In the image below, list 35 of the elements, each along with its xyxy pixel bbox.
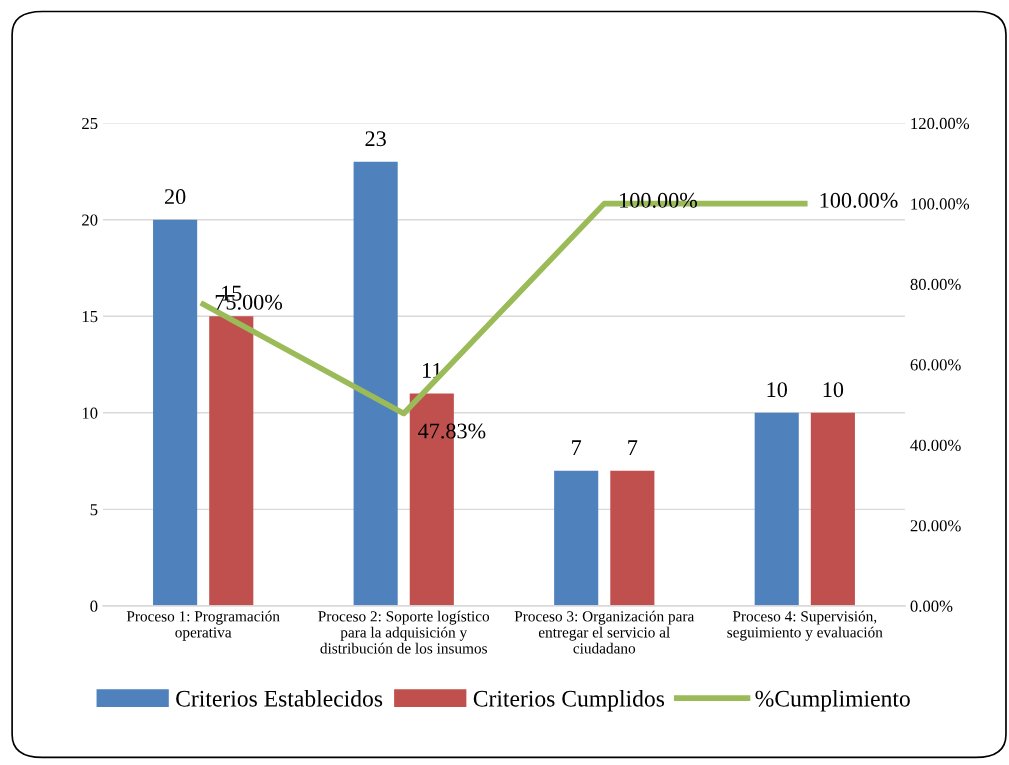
data-label: 20: [164, 189, 186, 205]
legend-label: Criterios Cumplidos: [473, 690, 665, 712]
legend-label: Criterios Establecidos: [176, 690, 383, 707]
y-tick-label: 0: [90, 600, 98, 612]
y2-tick-label: 120.00%: [911, 117, 970, 130]
bar: [610, 470, 655, 606]
data-label: 100.00%: [820, 192, 898, 208]
y-tick-label: 20: [82, 214, 98, 226]
y-tick-label: 15: [82, 311, 98, 323]
bar: [209, 316, 254, 606]
bar: [754, 412, 799, 606]
y-tick-label: 10: [82, 407, 98, 419]
x-tick-label: Proceso 1: Programación operativa: [126, 610, 280, 641]
data-label: 100.00%: [620, 192, 698, 208]
y2-tick-label: 100.00%: [911, 198, 970, 210]
data-label: 23: [365, 131, 386, 147]
y2-tick-label: 80.00%: [910, 278, 961, 291]
y2-tick-label: 60.00%: [910, 359, 961, 371]
bar: [554, 470, 599, 606]
data-label: 10: [767, 382, 787, 398]
bar: [153, 219, 198, 606]
data-label: 7: [572, 440, 582, 455]
y2-tick-label: 20.00%: [910, 520, 961, 532]
data-label: 7: [628, 440, 638, 455]
x-tick-label: Proceso 4: Supervisión, seguimiento y evaluación: [727, 610, 883, 641]
x-tick-label: Proceso 3: Organización para entregar el servicio al ciudadano: [514, 610, 695, 654]
y2-tick-label: 0.00%: [910, 600, 953, 612]
y-tick-label: 5: [90, 504, 98, 516]
bar: [810, 412, 855, 606]
x-tick-label: Proceso 2: Soporte logístico para la adquisición y distribución de los insumos: [318, 610, 490, 654]
legend-label: %Cumplimiento: [755, 690, 910, 712]
data-label: 10: [823, 382, 844, 398]
bar: [353, 161, 398, 606]
y2-tick-label: 40.00%: [910, 439, 961, 451]
y-tick-label: 25: [82, 117, 98, 130]
